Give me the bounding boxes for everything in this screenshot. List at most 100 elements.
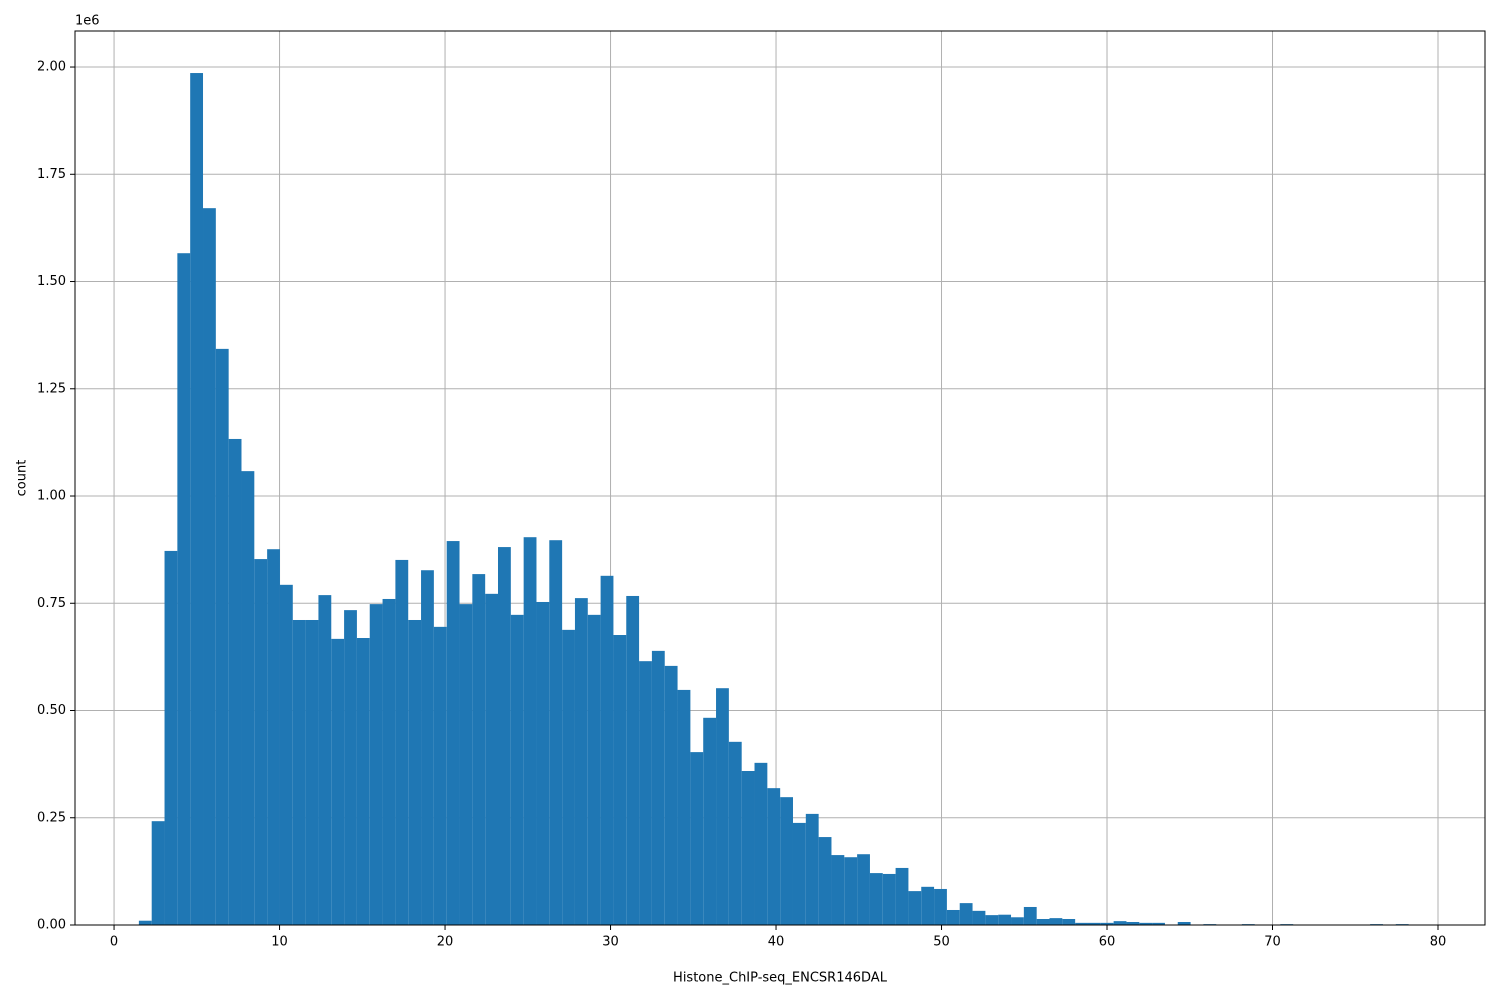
bar: [562, 629, 575, 925]
bar: [805, 813, 819, 925]
x-tick-label: 80: [1430, 935, 1447, 950]
bar: [1126, 921, 1140, 925]
y-tick-label: 0.25: [37, 810, 66, 825]
bar: [1023, 906, 1037, 925]
bar: [1036, 918, 1050, 925]
bar: [946, 909, 960, 925]
bar: [857, 854, 870, 925]
bar: [741, 770, 755, 925]
bar: [215, 348, 229, 925]
bar: [498, 547, 511, 925]
bar: [292, 619, 306, 925]
bar: [613, 635, 627, 925]
bar: [279, 584, 293, 925]
bar: [459, 604, 473, 925]
bar: [382, 598, 396, 925]
bar: [267, 549, 280, 925]
x-tick-label: 10: [271, 935, 288, 950]
bar: [972, 910, 986, 925]
bar: [1087, 922, 1101, 925]
bar: [344, 610, 357, 925]
bar: [228, 438, 242, 925]
x-tick-label: 40: [768, 935, 785, 950]
bar: [164, 550, 178, 925]
bar: [882, 873, 896, 925]
y-tick-label: 2.00: [37, 60, 66, 75]
bar: [1011, 917, 1024, 925]
bar: [844, 857, 858, 925]
bar: [792, 822, 806, 925]
bar: [934, 888, 947, 925]
y-tick-label: 0.50: [37, 703, 66, 718]
bar: [1139, 922, 1153, 925]
bar: [1062, 918, 1076, 925]
bar: [959, 903, 973, 925]
bar: [433, 626, 447, 925]
bar: [703, 717, 717, 925]
bar: [138, 920, 152, 925]
bar: [574, 598, 588, 925]
bar: [818, 837, 832, 925]
y-tick-label: 0.00: [37, 918, 66, 933]
y-offset-label: 1e6: [75, 14, 100, 29]
bar: [1177, 921, 1191, 925]
bar: [600, 575, 614, 925]
bar: [369, 604, 383, 925]
y-tick-label: 1.50: [37, 274, 66, 289]
bar: [998, 914, 1012, 925]
bar: [485, 593, 498, 925]
bar: [356, 638, 370, 925]
y-tick-label: 0.75: [37, 596, 66, 611]
x-axis-label: Histone_ChIP-seq_ENCSR146DAL: [673, 971, 888, 986]
bar: [1100, 922, 1114, 925]
y-axis-label: count: [15, 460, 30, 497]
bar: [395, 559, 409, 925]
bar: [664, 665, 678, 925]
bar: [446, 541, 460, 925]
bar: [1113, 921, 1127, 925]
x-tick-label: 50: [933, 935, 950, 950]
bar: [510, 614, 524, 925]
bar: [626, 595, 640, 925]
bar: [831, 855, 845, 925]
bar: [587, 614, 601, 925]
x-tick-label: 30: [602, 935, 619, 950]
bar: [651, 650, 665, 925]
y-tick-label: 1.00: [37, 489, 66, 504]
bar: [869, 873, 883, 925]
bar: [1075, 922, 1088, 925]
bar: [254, 559, 268, 925]
bar: [305, 619, 319, 925]
bar: [549, 540, 563, 925]
bar: [767, 788, 781, 925]
bar: [716, 688, 729, 925]
bar: [318, 595, 332, 925]
bar: [780, 797, 793, 925]
bar: [408, 619, 422, 925]
bar: [421, 570, 434, 925]
bar: [908, 891, 922, 925]
x-tick-label: 70: [1264, 935, 1281, 950]
bar: [639, 661, 652, 925]
bar: [177, 253, 191, 925]
x-tick-label: 60: [1099, 935, 1116, 950]
bar: [536, 601, 550, 925]
bar: [331, 638, 345, 925]
bar: [754, 762, 768, 925]
bar: [895, 867, 909, 925]
bar: [690, 752, 704, 925]
bar: [1049, 918, 1063, 925]
bar: [728, 741, 742, 925]
bar: [523, 537, 537, 925]
bar: [190, 73, 204, 926]
bar: [241, 471, 255, 925]
bar: [677, 689, 691, 925]
x-tick-label: 20: [437, 935, 454, 950]
bar: [921, 886, 935, 925]
plot-frame: [74, 30, 1486, 926]
bar: [472, 574, 486, 925]
x-tick-label: 0: [110, 935, 118, 950]
bar: [151, 821, 165, 925]
bar: [985, 915, 999, 925]
